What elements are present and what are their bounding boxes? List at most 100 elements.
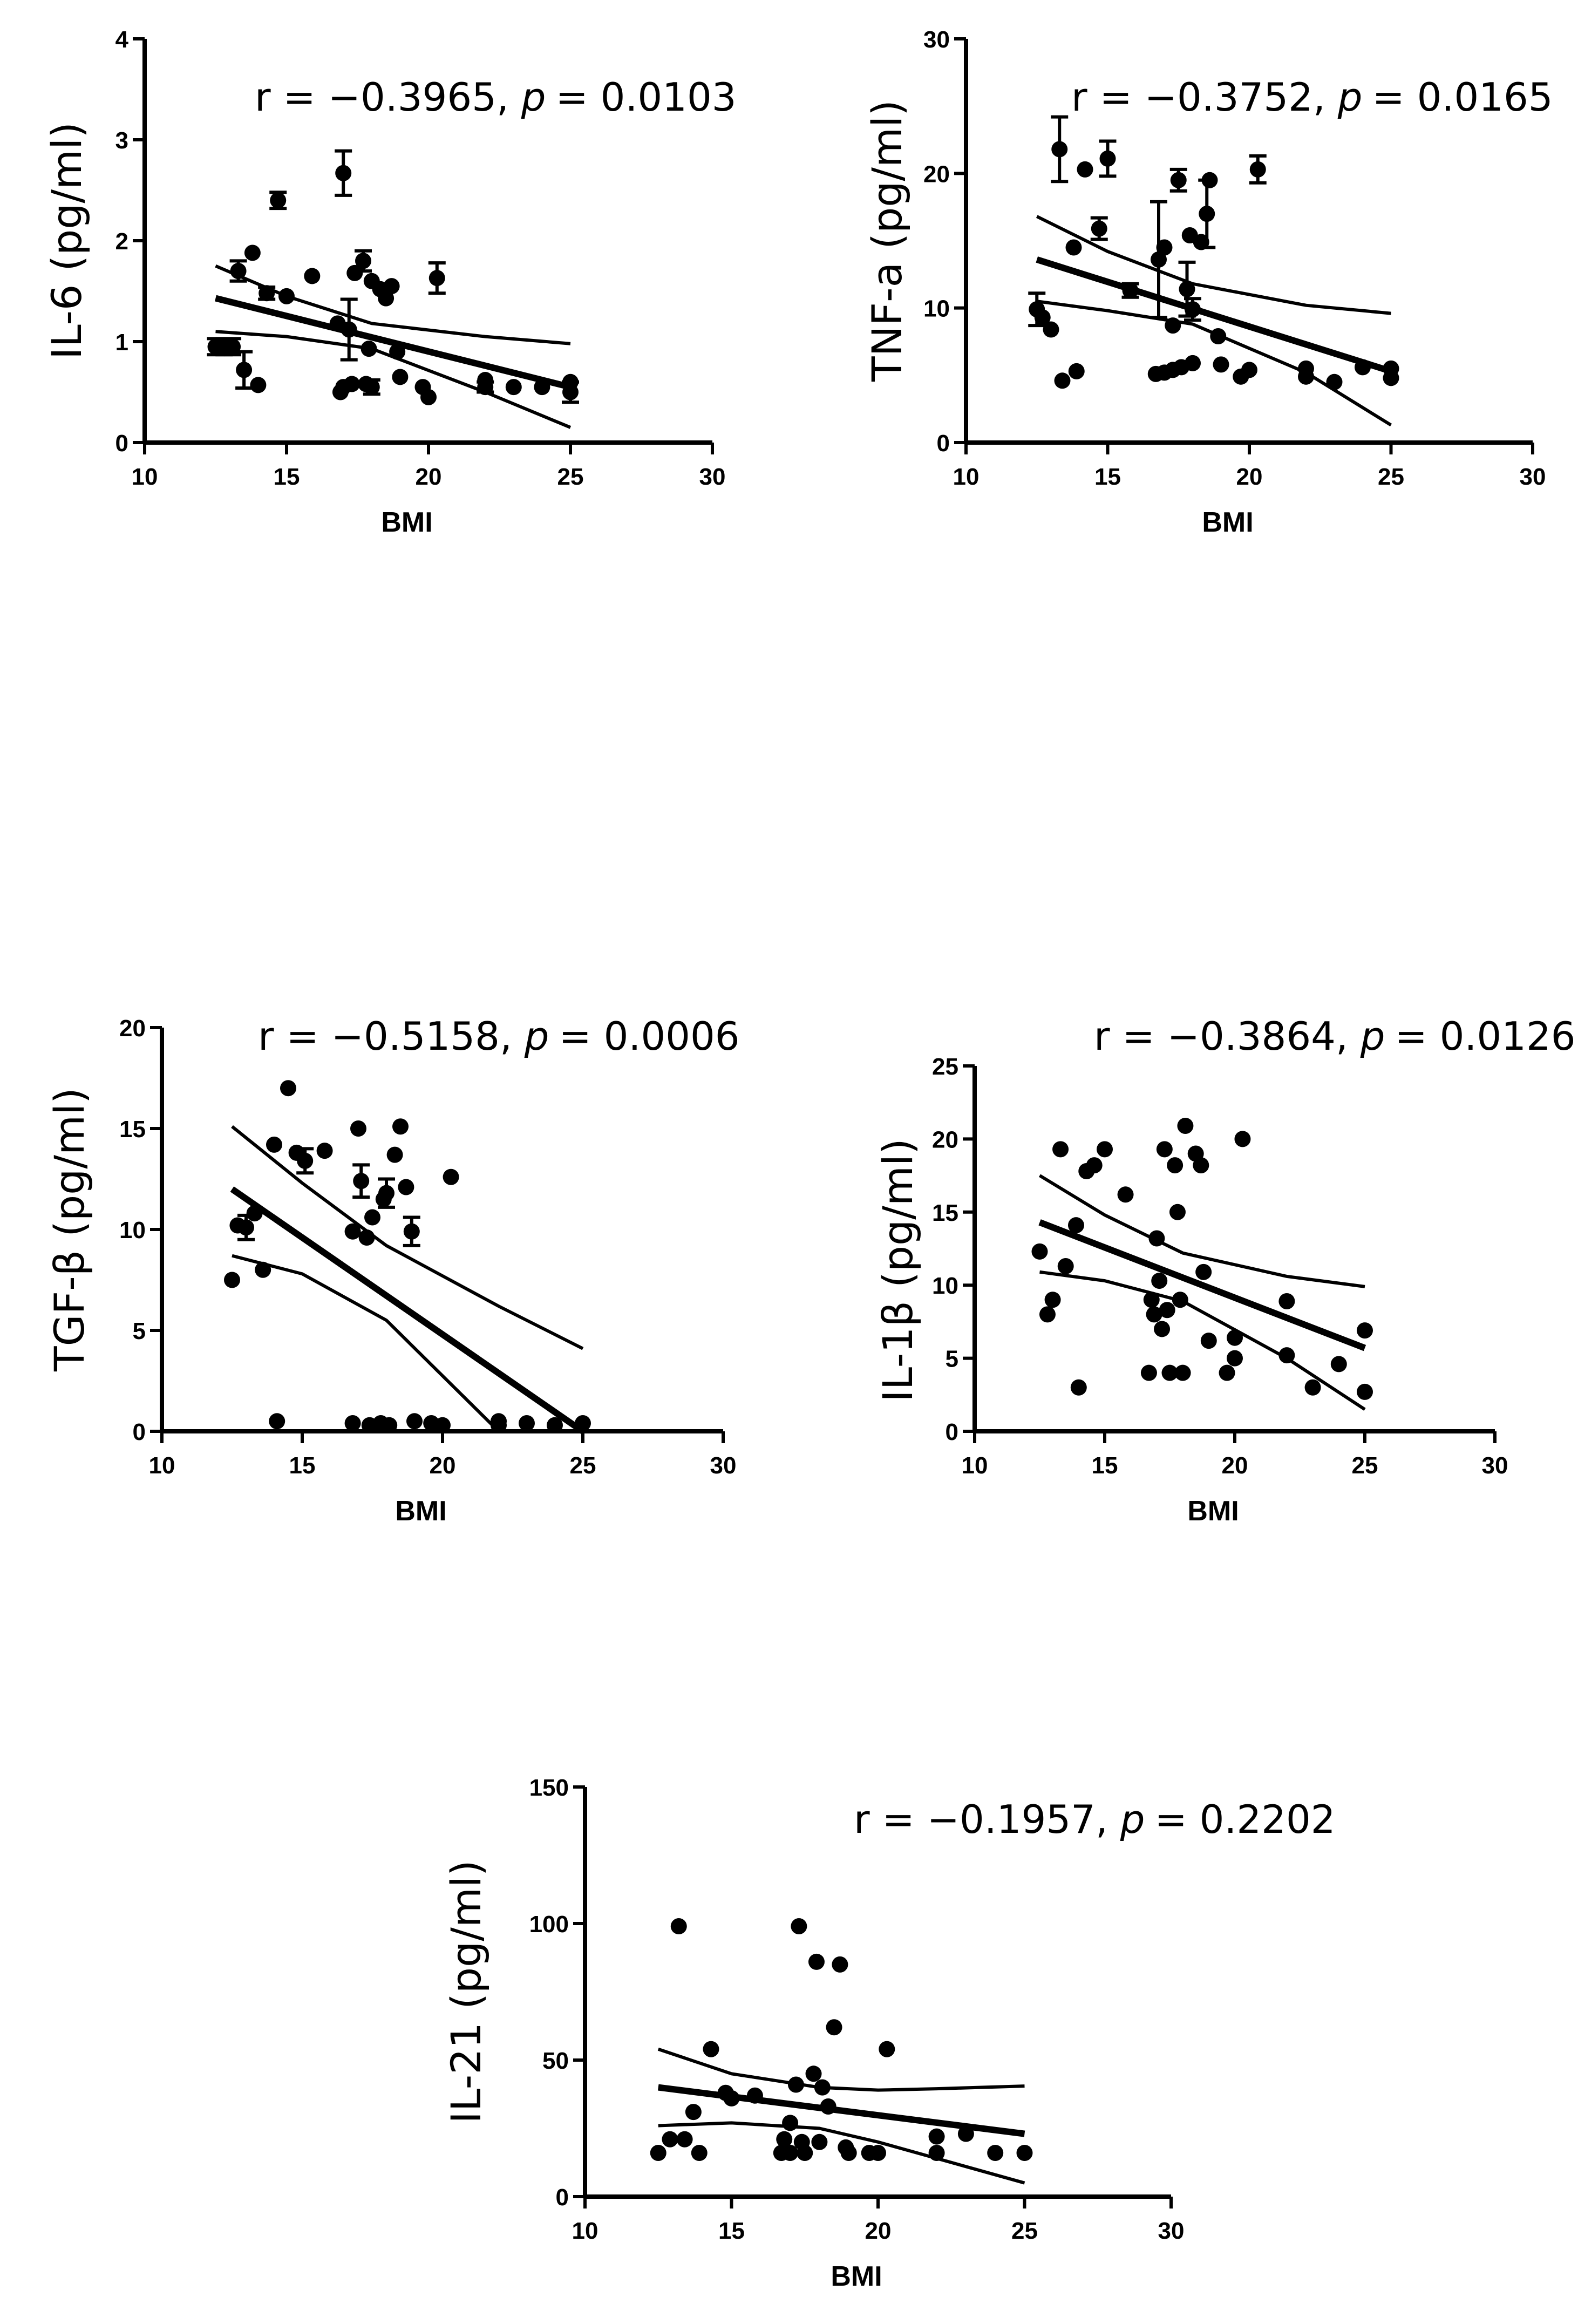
y-axis-title: IL-21 (pg/ml) — [442, 1860, 490, 2123]
data-point — [1148, 1230, 1165, 1247]
data-point — [1051, 141, 1068, 158]
stat-p-label: p — [1360, 1014, 1385, 1059]
stat-p-label: p — [1120, 1797, 1145, 1842]
ci-lower-curve — [658, 2121, 1025, 2185]
data-point — [434, 1417, 451, 1433]
data-point — [703, 2041, 719, 2057]
data-point — [1278, 1293, 1295, 1309]
regression-line — [215, 295, 572, 390]
y-tick-label: 2 — [115, 228, 128, 255]
ci-upper-curve — [1036, 215, 1391, 315]
data-point — [776, 2131, 793, 2148]
data-point — [443, 1168, 459, 1185]
data-point — [1227, 1350, 1243, 1367]
data-point — [957, 2125, 974, 2142]
x-tick-label: 20 — [430, 1452, 456, 1479]
y-tick-label: 10 — [119, 1217, 146, 1243]
data-point — [547, 1417, 563, 1433]
data-point — [358, 1229, 375, 1246]
data-point — [1201, 172, 1218, 188]
data-point — [1067, 1217, 1084, 1234]
data-point — [255, 1261, 271, 1278]
data-point — [1044, 1292, 1061, 1308]
data-point — [1146, 1306, 1162, 1323]
data-point — [519, 1415, 535, 1432]
stat-p-value: = 0.0165 — [1372, 74, 1553, 120]
correlation-annotation: r = −0.1957, p = 0.2202 — [854, 1797, 1336, 1842]
y-tick-label: 30 — [923, 26, 950, 53]
x-tick-label: 20 — [865, 2218, 892, 2244]
x-tick-label: 25 — [1352, 1452, 1378, 1479]
x-tick-label: 10 — [149, 1452, 175, 1479]
data-point — [1330, 1356, 1347, 1372]
data-point — [562, 373, 579, 390]
data-point — [1077, 161, 1093, 178]
data-point — [392, 1118, 409, 1135]
ci-lower-curve — [232, 1254, 583, 1433]
data-point — [428, 270, 445, 287]
y-tick-label: 15 — [932, 1200, 958, 1226]
data-point — [316, 1143, 333, 1159]
data-point — [1200, 1333, 1217, 1349]
data-point — [1249, 161, 1266, 178]
y-tick-label: 100 — [529, 1911, 569, 1938]
y-tick-label: 20 — [119, 1015, 146, 1042]
data-point — [1039, 1306, 1056, 1323]
data-point — [1193, 1157, 1209, 1174]
data-point — [650, 2145, 666, 2162]
x-tick-label: 20 — [1222, 1452, 1248, 1479]
data-point — [1167, 1157, 1184, 1174]
data-point — [1043, 321, 1059, 338]
data-point — [808, 1953, 825, 1970]
data-point — [791, 1918, 807, 1935]
x-tick-label: 25 — [1011, 2218, 1038, 2244]
stat-r: r = −0.3965, — [255, 74, 521, 120]
data-point — [928, 2128, 945, 2145]
data-point — [1034, 309, 1051, 326]
stat-p-value: = 0.0126 — [1395, 1014, 1575, 1059]
regression-line — [1038, 1219, 1366, 1351]
data-point — [782, 2115, 799, 2131]
data-point — [505, 379, 522, 396]
data-point — [378, 1185, 394, 1201]
x-tick-label: 30 — [699, 464, 726, 490]
data-point — [1326, 373, 1343, 390]
x-axis-title: BMI — [1202, 507, 1253, 538]
data-point — [344, 1223, 361, 1240]
data-point — [1195, 1263, 1212, 1280]
y-tick-label: 20 — [932, 1126, 958, 1153]
y-tick-label: 5 — [946, 1346, 958, 1372]
x-tick-label: 15 — [1092, 1452, 1118, 1479]
x-tick-label: 30 — [710, 1452, 737, 1479]
data-point — [826, 2019, 842, 2036]
data-point — [346, 264, 363, 281]
data-point — [280, 1080, 296, 1097]
data-point — [270, 192, 287, 209]
x-tick-label: 15 — [289, 1452, 316, 1479]
data-point — [477, 379, 494, 396]
x-axis-title: BMI — [395, 1496, 446, 1527]
y-tick-label: 4 — [115, 26, 129, 53]
panel-il1b: 10 15 20 25 30 0 5 10 15 20 25 BMI IL-1β (pg/ml) r = … — [874, 1014, 1576, 1527]
ci-upper-curve — [1038, 1174, 1365, 1288]
panel-il6: 10 15 20 25 30 0 1 2 3 4 BMI IL-6 (pg/ml) r = −0.396… — [43, 26, 737, 538]
data-point — [1097, 1141, 1113, 1158]
data-point — [832, 1956, 848, 1973]
data-point — [1122, 282, 1139, 299]
data-point — [1091, 220, 1107, 237]
stat-p-value: = 0.2202 — [1154, 1797, 1335, 1842]
data-point — [344, 1415, 361, 1432]
data-point — [1068, 363, 1085, 379]
data-point — [1357, 1322, 1373, 1339]
data-point — [1052, 1141, 1069, 1158]
correlation-annotation: r = −0.3864, p = 0.0126 — [1094, 1014, 1576, 1059]
ci-upper-curve — [215, 264, 571, 345]
y-tick-label: 15 — [119, 1116, 146, 1143]
data-point — [1241, 362, 1257, 378]
stat-r: r = −0.3752, — [1071, 74, 1338, 120]
data-point — [1057, 1258, 1074, 1274]
data-point — [244, 244, 261, 261]
data-point — [870, 2145, 886, 2162]
